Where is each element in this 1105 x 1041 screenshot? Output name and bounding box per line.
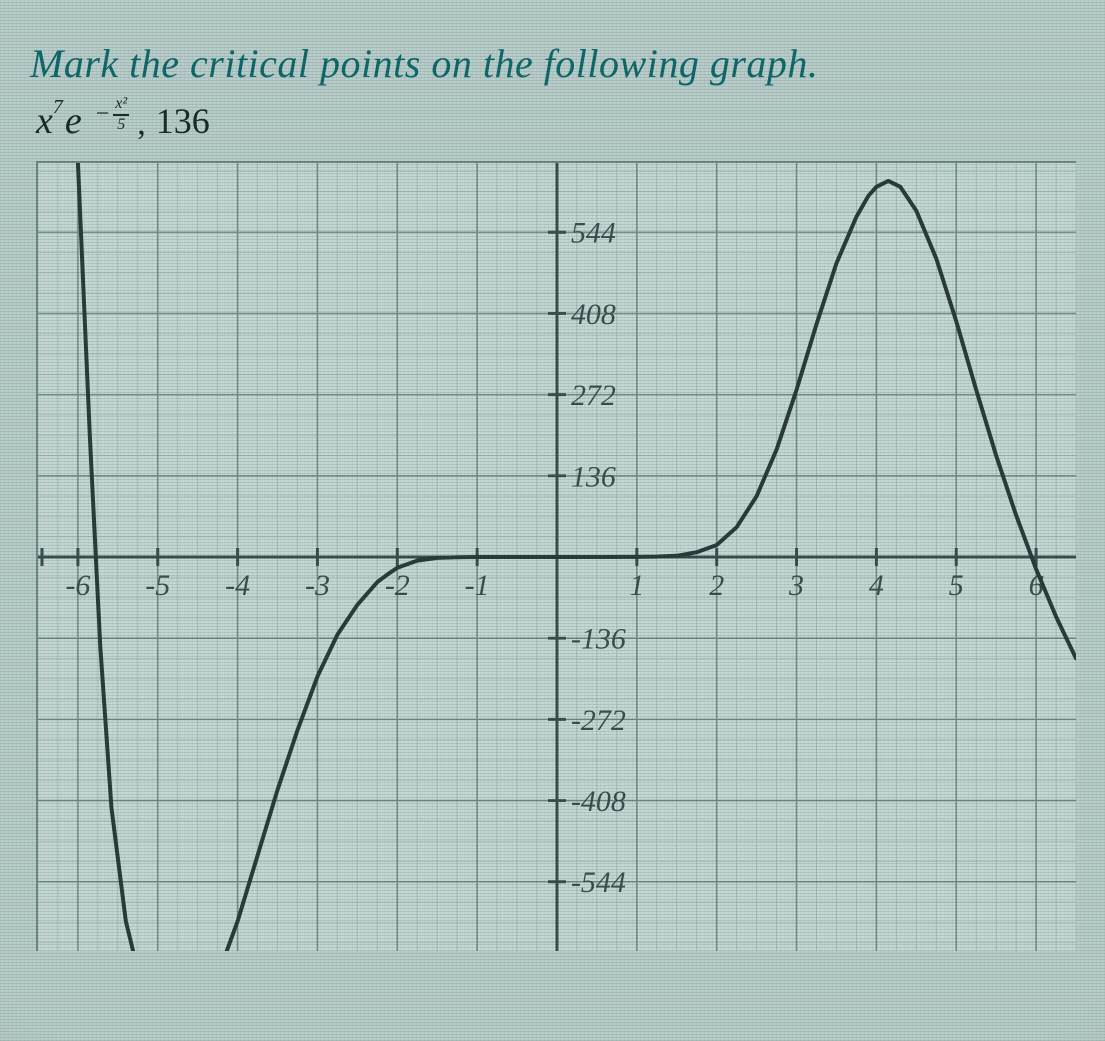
- y-tick-label: -544: [571, 866, 626, 899]
- formula-x: x: [36, 99, 53, 143]
- y-tick-label: -136: [571, 623, 626, 656]
- x-tick-label: 2: [709, 569, 724, 602]
- x-tick-label: 4: [869, 569, 884, 602]
- y-tick-label: 544: [571, 217, 616, 250]
- x-tick-label: -5: [145, 569, 170, 602]
- formula-neg-sign: −: [96, 101, 110, 128]
- y-tick-label: -272: [571, 704, 626, 737]
- y-tick-label: -408: [571, 785, 626, 818]
- x-tick-label: -1: [465, 569, 490, 602]
- y-tick-label: 272: [571, 379, 616, 412]
- formula-comma: ,: [137, 105, 146, 143]
- x-tick-label: 5: [949, 569, 964, 602]
- formula-x-exp: 7: [53, 97, 63, 117]
- formula-e: e: [65, 99, 82, 143]
- formula-exp-fraction: x² 5: [113, 96, 129, 134]
- y-tick-label: 136: [571, 460, 616, 493]
- x-tick-label: 1: [629, 569, 644, 602]
- y-tick-label: 408: [571, 298, 616, 331]
- x-tick-label: -6: [65, 569, 90, 602]
- formula-exp-den: 5: [115, 117, 127, 134]
- formula-row: x7e − x² 5 , 136: [36, 99, 1075, 143]
- x-tick-label: 3: [788, 569, 804, 602]
- x-tick-label: -4: [225, 569, 250, 602]
- chart-svg[interactable]: -6-5-4-3-2-1123456544408272136-136-272-4…: [38, 163, 1076, 951]
- plot-frame: -6-5-4-3-2-1123456544408272136-136-272-4…: [36, 161, 1076, 951]
- formula-exp-num: x²: [113, 96, 129, 113]
- x-tick-label: -3: [305, 569, 330, 602]
- formula-base: x7e: [36, 99, 82, 143]
- formula-constant: 136: [156, 100, 210, 142]
- page-root: Mark the critical points on the followin…: [0, 0, 1105, 1041]
- question-title: Mark the critical points on the followin…: [30, 40, 1075, 87]
